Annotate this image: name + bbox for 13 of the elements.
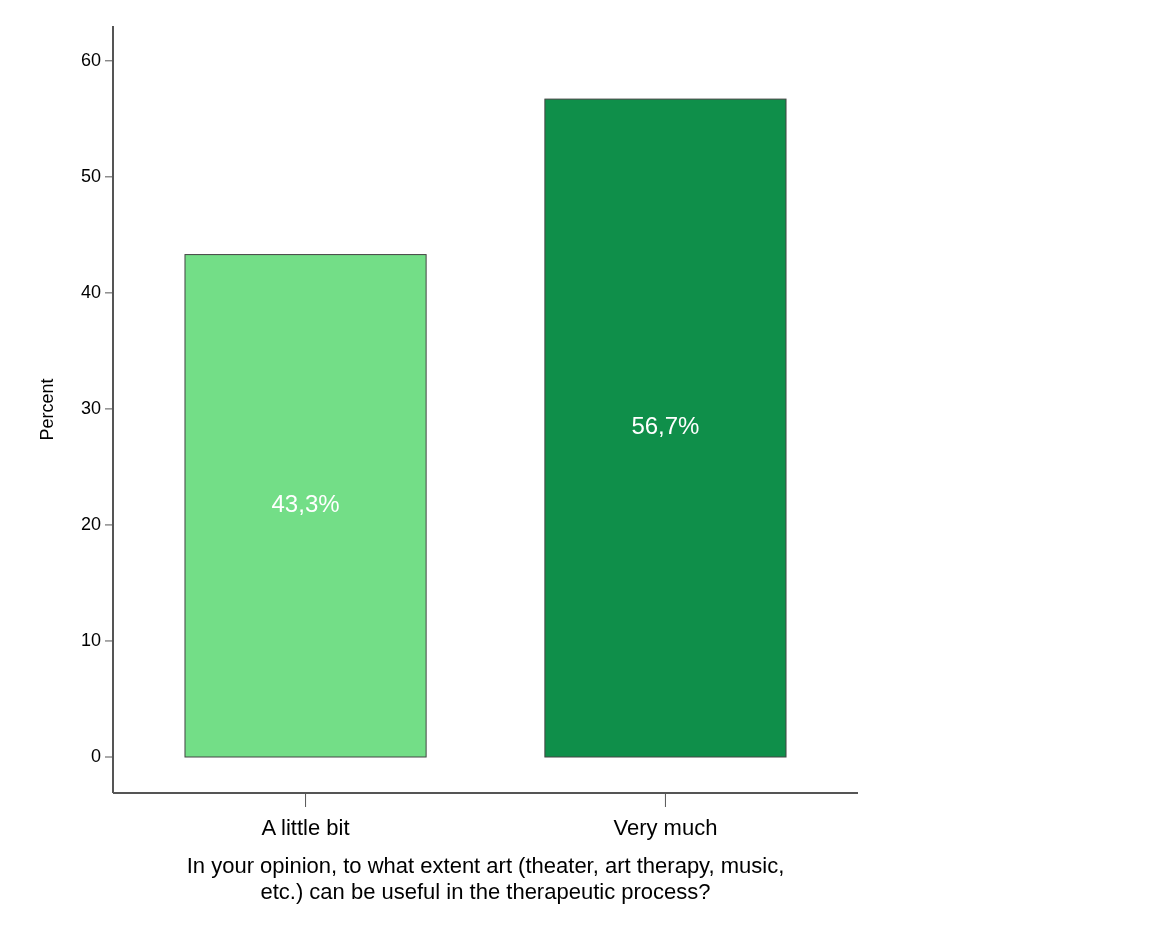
y-tick-label: 0 [90, 745, 101, 766]
y-axis-title: Percent [37, 378, 57, 441]
y-tick-label: 30 [80, 397, 101, 418]
data-label: 56,7% [631, 412, 700, 440]
x-tick-label: A little bit [261, 815, 350, 840]
x-axis-title: In your opinion, to what extent art (theater, art therapy, music, etc.) can be useful in the therapeutic process? [186, 853, 785, 904]
y-tick-label: 20 [80, 513, 101, 534]
y-tick-label: 10 [80, 629, 101, 650]
y-tick-label: 60 [80, 49, 101, 70]
y-tick-label: 50 [80, 165, 101, 186]
y-tick-label: 40 [80, 281, 101, 302]
data-label: 43,3% [271, 490, 340, 518]
x-tick-label: Very much [613, 815, 718, 840]
